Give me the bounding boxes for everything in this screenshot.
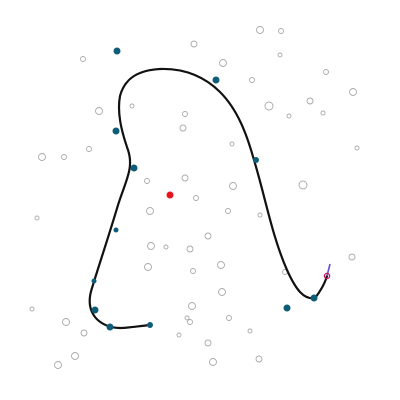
teal-marker [253,157,259,163]
teal-marker [283,304,291,312]
hollow-circle [187,319,193,325]
hollow-circle [38,153,46,161]
hollow-circle [257,212,263,218]
hollow-circle [184,315,190,321]
hollow-circle [323,69,329,75]
hollow-circle [247,328,253,334]
hollow-circle [147,242,155,250]
hollow-circle [264,101,274,111]
hollow-circle [176,332,182,338]
hollow-circle [34,215,40,221]
hollow-circle [278,28,284,34]
hollow-circle [179,124,187,132]
trajectory-path [88,67,329,330]
hollow-circle [226,315,232,321]
hollow-circle [163,244,169,250]
teal-marker [130,164,138,172]
teal-marker [113,227,119,233]
teal-marker [112,127,120,135]
hollow-circle [54,361,62,369]
hollow-circle [80,329,88,337]
hollow-circle [86,146,92,152]
hollow-circle [255,355,263,363]
hollow-circle [190,40,198,48]
teal-marker [106,323,114,331]
hollow-circle [95,107,103,115]
hollow-circle [204,339,212,347]
hollow-circle [146,207,154,215]
hollow-circle [182,111,188,117]
teal-marker [147,322,153,328]
teal-marker [113,47,121,55]
hollow-circle [298,180,308,190]
hollow-circle [354,145,360,151]
hollow-circle [62,318,70,326]
hollow-circle [204,232,212,240]
hollow-circle [71,352,79,360]
end-point-marker [323,272,331,280]
hollow-circle [277,52,283,58]
hollow-circle [80,56,86,62]
hollow-circle [186,245,194,253]
hollow-circle [225,208,231,214]
trajectory-markers [91,47,318,331]
hollow-circle [129,103,135,109]
hollow-circle [209,358,217,366]
hollow-circle [320,110,326,116]
center-target-dot [166,191,174,199]
hollow-circle [193,195,199,201]
hollow-circle [61,154,67,160]
hollow-circle [286,113,292,119]
scattered-hollow-circles [29,26,360,369]
hollow-circle [256,26,264,34]
hollow-circle [29,306,35,312]
hollow-circle [219,59,227,67]
hollow-circle [188,302,196,310]
hollow-circle [144,263,152,271]
hollow-circle [190,268,196,274]
teal-marker [91,306,99,314]
teal-marker [212,76,220,84]
hollow-circle [349,88,357,96]
hollow-circle [306,97,314,105]
hollow-circle [218,288,226,296]
hollow-circle [348,253,356,261]
hollow-circle [249,77,255,83]
hollow-circle [181,174,189,182]
hollow-circle [144,178,150,184]
teal-marker [91,278,97,284]
hollow-circle [229,141,235,147]
hollow-circle [217,261,225,269]
hollow-circle [229,182,237,190]
teal-marker [310,294,318,302]
